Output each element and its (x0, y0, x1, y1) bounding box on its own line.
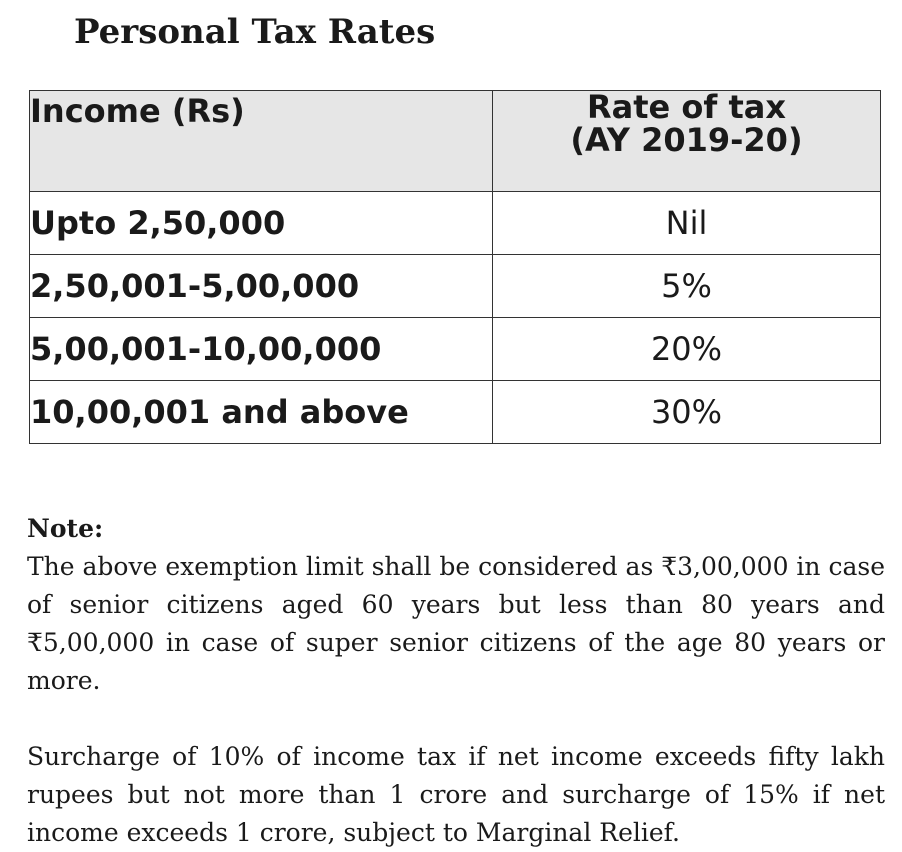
table-row: 10,00,001 and above 30% (29, 380, 881, 444)
income-cell: 2,50,001-5,00,000 (29, 254, 493, 318)
rate-cell: 30% (492, 380, 881, 444)
income-cell: 10,00,001 and above (29, 380, 493, 444)
note-paragraph-surcharge: Surcharge of 10% of income tax if net in… (27, 742, 885, 847)
rate-column-header: Rate of tax (AY 2019-20) (492, 88, 881, 192)
page-title: Personal Tax Rates (74, 12, 436, 52)
tax-rates-table: Income (Rs) Rate of tax (AY 2019-20) Upt… (29, 90, 881, 444)
rate-cell: 20% (492, 317, 881, 381)
rate-cell: Nil (492, 191, 881, 255)
table-row: Upto 2,50,000 Nil (29, 191, 881, 255)
paragraph-spacer (27, 700, 885, 738)
rate-cell: 5% (492, 254, 881, 318)
income-cell: 5,00,001-10,00,000 (29, 317, 493, 381)
table-row: 2,50,001-5,00,000 5% (29, 254, 881, 318)
note-heading: Note: (27, 514, 104, 543)
table-header-row: Income (Rs) Rate of tax (AY 2019-20) (29, 88, 881, 192)
table-row: 5,00,001-10,00,000 20% (29, 317, 881, 381)
income-cell: Upto 2,50,000 (29, 191, 493, 255)
note-paragraph-exemption: The above exemption limit shall be consi… (27, 552, 885, 695)
notes-section: Note: The above exemption limit shall be… (27, 510, 885, 852)
income-column-header: Income (Rs) (29, 90, 493, 192)
rate-header-line1: Rate of tax (587, 88, 786, 126)
rate-header-line2: (AY 2019-20) (570, 121, 803, 159)
